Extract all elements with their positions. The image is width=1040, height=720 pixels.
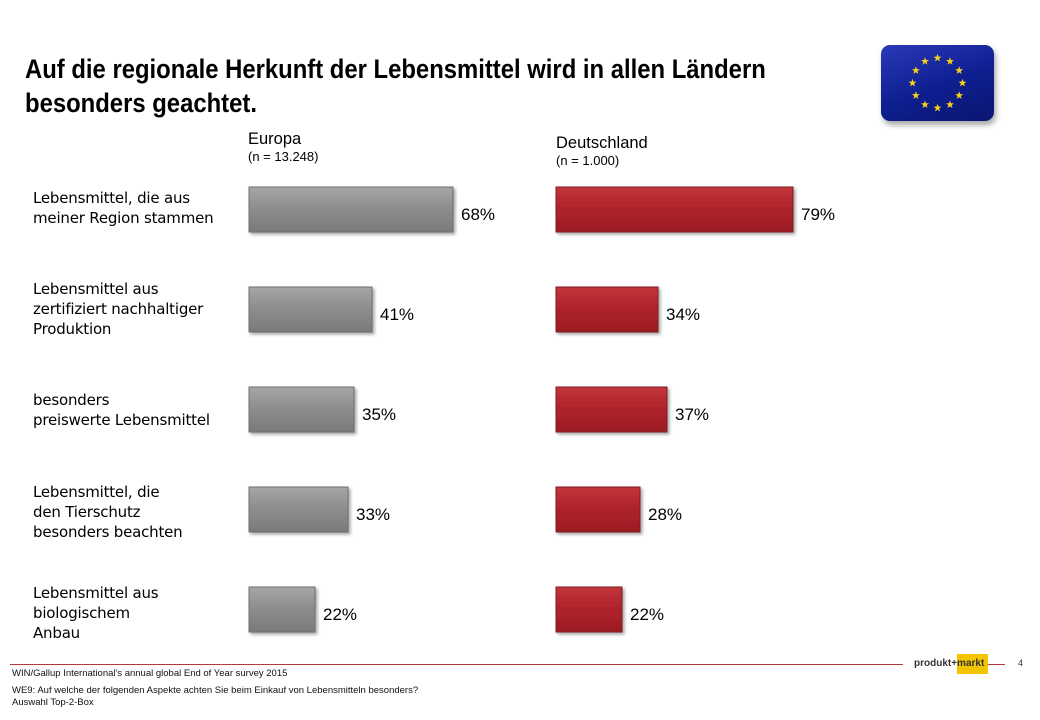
category-label-5-line-2: biologischem (33, 604, 130, 622)
value-label-deutschland-1: 79% (801, 205, 835, 224)
slide-title-line-1: Auf die regionale Herkunft der Lebensmit… (25, 54, 766, 84)
page-number: 4 (1018, 658, 1024, 668)
eu-flag-icon (881, 45, 994, 121)
bar-europa-4 (248, 486, 349, 533)
eu-flag-stars (908, 53, 967, 112)
source-line-3: Auswahl Top-2-Box (12, 697, 94, 708)
category-label-3-line-2: preiswerte Lebensmittel (33, 411, 210, 429)
slide-title: Auf die regionale Herkunft der Lebensmit… (25, 52, 781, 120)
star-icon (908, 78, 917, 87)
category-label-1-line-2: meiner Region stammen (33, 209, 214, 227)
star-icon (933, 53, 942, 62)
category-label-3: besonders preiswerte Lebensmittel (33, 390, 233, 430)
value-label-deutschland-5: 22% (630, 605, 664, 624)
value-label-europa-1: 68% (461, 205, 495, 224)
star-icon (933, 103, 942, 112)
category-label-1-line-1: Lebensmittel, die aus (33, 189, 190, 207)
series-head-deutschland: Deutschland (n = 1.000) (556, 134, 648, 169)
series-name-deutschland: Deutschland (556, 134, 648, 152)
series-sample-europa: (n = 13.248) (248, 149, 319, 164)
star-icon (946, 100, 954, 109)
star-icon (946, 57, 954, 65)
footer-rule-end (985, 664, 1005, 665)
category-label-1: Lebensmittel, die aus meiner Region stam… (33, 188, 233, 228)
category-label-5: Lebensmittel aus biologischem Anbau (33, 583, 233, 643)
source-line-1: WIN/Gallup International's annual global… (12, 668, 288, 679)
series-head-europa: Europa (n = 13.248) (248, 130, 318, 165)
value-label-europa-2: 41% (380, 305, 414, 324)
category-label-3-line-1: besonders (33, 391, 110, 409)
category-label-4-line-1: Lebensmittel, die (33, 483, 160, 501)
category-label-2-line-3: Produktion (33, 320, 112, 338)
star-icon (958, 78, 967, 87)
value-label-deutschland-2: 34% (666, 305, 700, 324)
source-line-2: WE9: Auf welche der folgenden Aspekte ac… (12, 685, 419, 696)
star-icon (921, 57, 929, 65)
star-icon (911, 66, 920, 74)
category-label-5-line-3: Anbau (33, 624, 80, 642)
star-icon (911, 91, 920, 99)
bar-europa-2 (248, 286, 373, 333)
category-label-5-line-1: Lebensmittel aus (33, 584, 159, 602)
bar-deutschland-3 (555, 386, 668, 433)
star-icon (955, 66, 964, 74)
series-sample-deutschland: (n = 1.000) (556, 153, 620, 168)
value-label-deutschland-4: 28% (648, 505, 682, 524)
bar-deutschland-2 (555, 286, 659, 333)
bar-deutschland-1 (555, 186, 794, 233)
slide-title-line-2: besonders geachtet. (25, 88, 257, 118)
bar-europa-1 (248, 186, 454, 233)
star-icon (955, 91, 964, 99)
star-icon (921, 100, 929, 109)
bar-deutschland-4 (555, 486, 641, 533)
series-name-europa: Europa (248, 130, 302, 148)
category-label-2: Lebensmittel aus zertifiziert nachhaltig… (33, 279, 233, 339)
bar-europa-3 (248, 386, 355, 433)
produkt-markt-logo: produkt+markt (910, 654, 989, 674)
value-label-europa-3: 35% (362, 405, 396, 424)
category-label-4: Lebensmittel, die den Tierschutz besonde… (33, 482, 233, 542)
category-label-2-line-1: Lebensmittel aus (33, 280, 159, 298)
value-label-europa-5: 22% (323, 605, 357, 624)
value-label-deutschland-3: 37% (675, 405, 709, 424)
category-label-2-line-2: zertifiziert nachhaltiger (33, 300, 204, 318)
footer-rule (10, 664, 903, 665)
category-label-4-line-2: den Tierschutz (33, 503, 141, 521)
bar-europa-5 (248, 586, 316, 633)
value-label-europa-4: 33% (356, 505, 390, 524)
bar-deutschland-5 (555, 586, 623, 633)
category-label-4-line-3: besonders beachten (33, 523, 183, 541)
